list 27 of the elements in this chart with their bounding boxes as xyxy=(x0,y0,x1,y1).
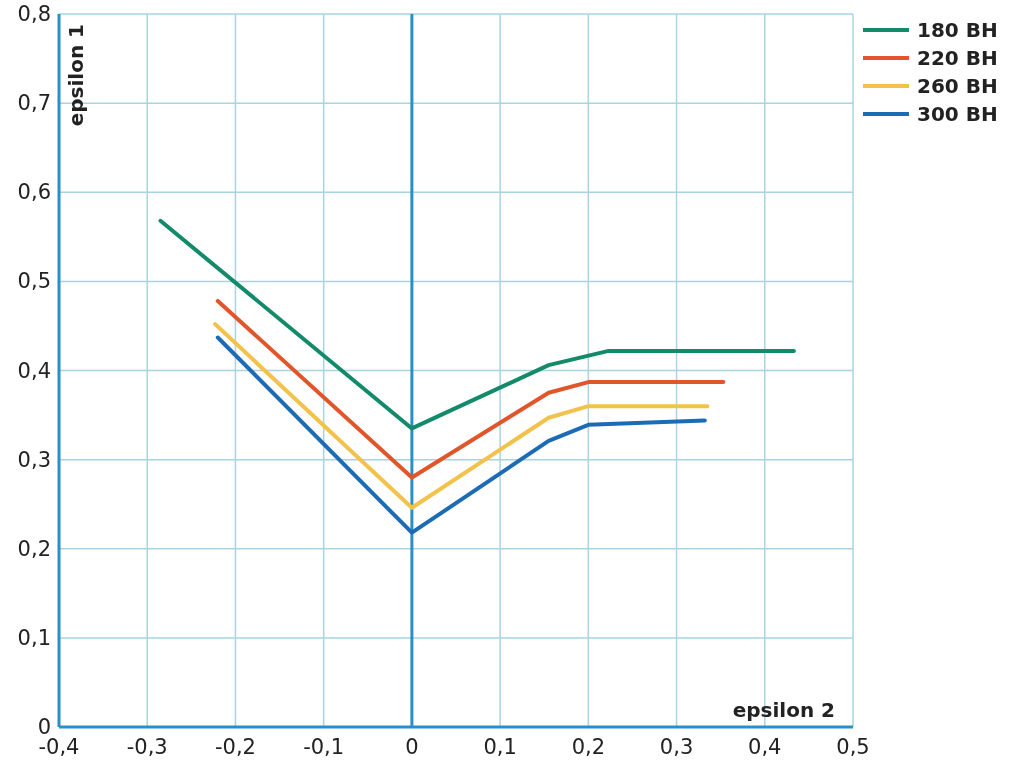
y-tick-label: 0,3 xyxy=(17,447,51,472)
y-axis-title: epsilon 1 xyxy=(64,24,88,127)
line-series xyxy=(213,322,710,510)
legend-label: 220 BH xyxy=(917,46,998,70)
x-tick-label: -0,1 xyxy=(303,735,345,759)
legend-label: 260 BH xyxy=(917,74,998,98)
y-tick-label: 0,4 xyxy=(17,358,51,383)
line-series xyxy=(215,335,707,535)
x-tick-label: -0,3 xyxy=(126,735,168,759)
line-series xyxy=(215,298,726,480)
x-tick-label: -0,2 xyxy=(214,735,256,759)
x-axis-title: epsilon 2 xyxy=(732,698,835,722)
line-series xyxy=(158,218,796,431)
x-tick-label: 0,1 xyxy=(483,735,517,759)
x-tick-label: 0,3 xyxy=(659,735,694,759)
y-tick-label: 0,5 xyxy=(17,269,51,294)
y-tick-label: 0,7 xyxy=(17,91,51,116)
legend-label: 180 BH xyxy=(917,18,998,42)
x-tick-label: 0 xyxy=(405,735,419,759)
y-tick-label: 0,8 xyxy=(17,2,51,26)
x-tick-label: 0,4 xyxy=(748,735,782,759)
y-tick-label: 0,1 xyxy=(17,625,51,650)
x-tick-label: 0,5 xyxy=(836,735,870,759)
x-tick-label: 0,2 xyxy=(571,735,606,759)
y-tick-label: 0,2 xyxy=(17,536,51,561)
legend-label: 300 BH xyxy=(917,102,998,126)
y-tick-label: 0,6 xyxy=(17,180,51,205)
